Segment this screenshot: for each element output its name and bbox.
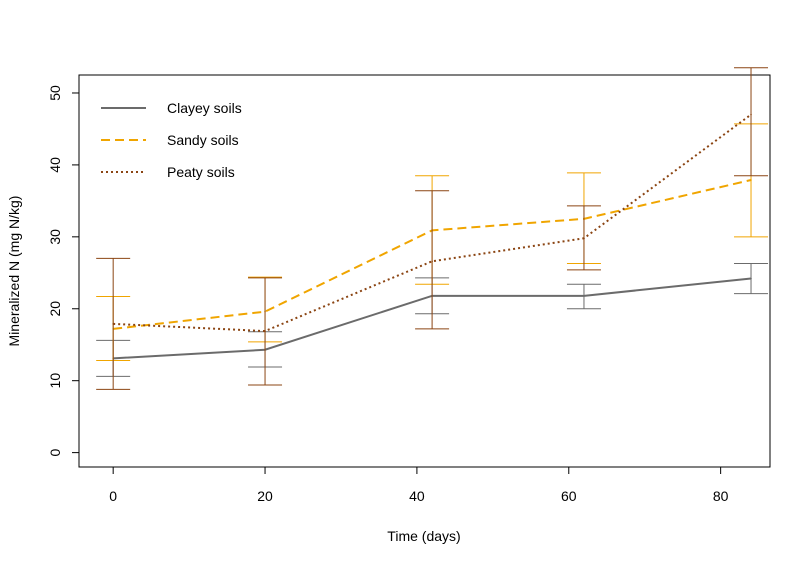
- y-tick-label: 30: [47, 229, 63, 245]
- x-tick-label: 0: [109, 488, 117, 504]
- series-group: [96, 67, 769, 390]
- series-layer: [96, 67, 769, 390]
- legend-label: Clayey soils: [167, 100, 242, 116]
- y-tick-label: 10: [47, 373, 63, 389]
- data-point: [112, 323, 114, 325]
- x-tick-label: 40: [409, 488, 425, 504]
- legend-label: Sandy soils: [167, 132, 239, 148]
- x-tick-label: 20: [257, 488, 273, 504]
- series-line: [113, 113, 752, 333]
- y-tick-label: 0: [47, 449, 63, 457]
- legend-label: Peaty soils: [167, 164, 235, 180]
- x-axis: 0 20 40 60 80: [109, 466, 729, 504]
- data-point: [264, 330, 266, 332]
- y-tick-label: 50: [47, 85, 63, 101]
- y-tick-label: 20: [47, 301, 63, 317]
- data-point: [583, 237, 585, 240]
- data-point: [750, 113, 752, 116]
- y-axis: 0 10 20 30 40 50: [47, 85, 80, 457]
- data-point: [750, 277, 752, 280]
- data-point: [431, 260, 433, 263]
- data-point: [583, 295, 585, 297]
- y-tick-label: 40: [47, 157, 63, 173]
- x-axis-title: Time (days): [387, 528, 460, 544]
- x-tick-label: 80: [713, 488, 729, 504]
- y-axis-title: Mineralized N (mg N/kg): [6, 196, 22, 347]
- legend: Clayey soils Sandy soils Peaty soils: [101, 100, 242, 180]
- x-tick-label: 60: [561, 488, 577, 504]
- data-point: [750, 179, 752, 181]
